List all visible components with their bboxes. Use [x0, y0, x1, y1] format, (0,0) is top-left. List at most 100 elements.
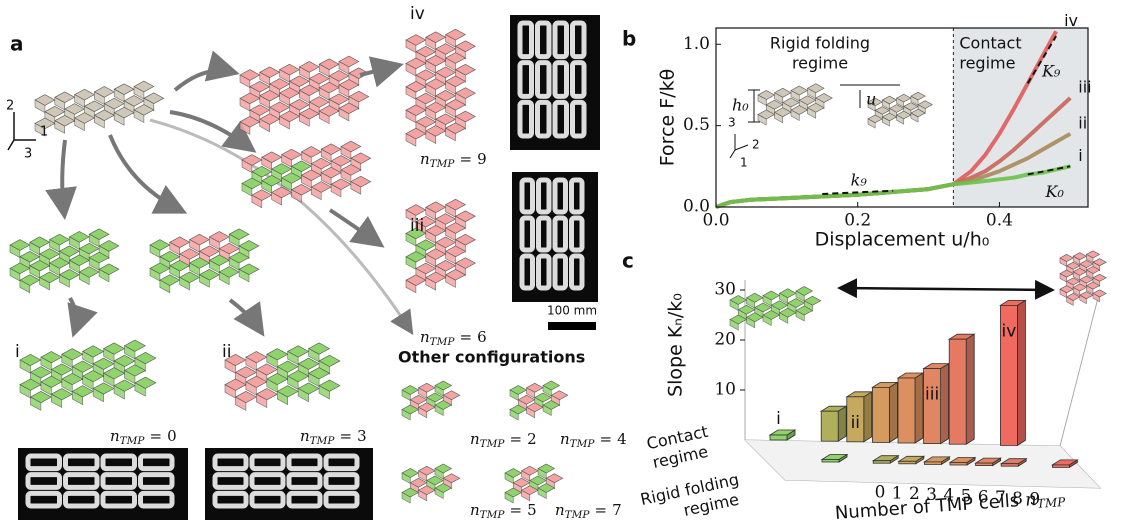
origami-cluster [10, 229, 119, 293]
config-roman: ii [222, 342, 231, 362]
arrow [360, 66, 396, 75]
annotation: u [866, 90, 876, 109]
axis-label: 2 [6, 99, 14, 114]
bar-label: ii [851, 413, 860, 433]
bar-label: i [776, 409, 781, 429]
bar-side [864, 392, 872, 442]
origami-cluster [505, 464, 563, 503]
n-relation: = [510, 430, 523, 448]
bar [949, 339, 966, 444]
n-subscript: TMP [430, 158, 456, 170]
origami-cluster [20, 340, 156, 410]
bar [770, 435, 787, 440]
origami-cluster [225, 343, 340, 410]
bar-side [941, 364, 949, 444]
range-arrow [842, 288, 1050, 290]
n-subscript: TMP [1036, 494, 1066, 510]
n-tmp-label: nTMP=7 [555, 501, 622, 521]
axis-triad [730, 134, 748, 158]
n-subscript: TMP [120, 435, 146, 447]
origami-cluster [240, 56, 369, 134]
n-tmp-label: nTMP=2 [470, 430, 537, 450]
region-label: Contact [959, 34, 1021, 53]
n-symbol: n [470, 430, 480, 448]
series-label: ii [1078, 113, 1087, 132]
n-relation: = [510, 501, 523, 519]
n-symbol: n [420, 328, 430, 346]
config-roman: i [15, 342, 20, 362]
n-tmp-label: nTMP=4 [560, 430, 627, 450]
region-label: Rigid folding [770, 34, 870, 53]
n-symbol: n [560, 430, 570, 448]
n-value: 0 [167, 427, 177, 445]
n-relation: = [150, 427, 163, 445]
n-relation: = [340, 427, 353, 445]
n-tmp-label: nTMP=3 [300, 427, 367, 447]
bar [924, 462, 941, 465]
annotation: k₉ [851, 170, 868, 189]
n-relation: = [460, 150, 473, 168]
bar-side [889, 382, 897, 442]
x-tick-label: 0.4 [986, 211, 1013, 231]
origami-cluster [150, 229, 259, 293]
y-axis-title: Force F/kθ [657, 69, 679, 166]
origami-cluster [406, 199, 475, 293]
origami-cluster [758, 84, 832, 125]
origami-cluster [402, 464, 460, 503]
axis-label: 2 [752, 138, 760, 152]
bar [1001, 464, 1018, 467]
panel-label: b [622, 27, 636, 51]
n-symbol: n [110, 427, 120, 445]
y-tick-label: 30 [714, 280, 736, 300]
bar [950, 463, 967, 466]
origami-cluster [35, 81, 164, 136]
n-symbol: n [420, 150, 430, 168]
figure: a213100 mminTMP=0iinTMP=3iiinTMP=6ivnTMP… [0, 0, 1129, 526]
arrow [175, 70, 232, 90]
n-subscript: TMP [310, 435, 336, 447]
origami-cluster [406, 29, 475, 146]
n-value: 6 [477, 328, 487, 346]
n-value: 2 [527, 430, 537, 448]
arrow [70, 298, 77, 330]
n-tmp-label: nTMP =6 [420, 328, 487, 348]
bar [976, 463, 993, 466]
n-subscript: TMP [430, 336, 456, 348]
y-axis-title: Slope Kₙ/k₀ [665, 293, 687, 397]
axis-label: 3 [24, 147, 32, 162]
axis-triad [8, 112, 36, 150]
n-subscript: TMP [570, 438, 596, 450]
n-value: 7 [612, 501, 622, 519]
bar-label: iii [925, 385, 939, 405]
x-tick-label: 0.2 [844, 211, 871, 231]
n-tmp-label: nTMP =0 [110, 427, 177, 447]
n-value: 3 [357, 427, 367, 445]
scale-bar-label: 100 mm [547, 304, 597, 318]
bar-side [915, 373, 923, 443]
n-relation: = [460, 328, 473, 346]
origami-cluster [402, 381, 460, 420]
bar-side [838, 406, 846, 441]
bar [899, 461, 916, 464]
bar [924, 369, 941, 444]
region-label: regime [792, 54, 848, 73]
arrow [62, 140, 65, 212]
n-value: 5 [527, 501, 537, 519]
origami-cluster [868, 92, 932, 128]
y-tick-label: 0.0 [683, 197, 710, 217]
bar [821, 411, 838, 441]
origami-cluster [510, 381, 568, 420]
n-relation: = [600, 430, 613, 448]
bar-side [1017, 300, 1025, 445]
region-label: regime [959, 54, 1015, 73]
panel-label: a [10, 32, 24, 56]
config-roman: iv [410, 4, 425, 24]
origami-cluster [242, 141, 371, 208]
y-tick-label: 20 [714, 330, 736, 350]
x-axis-title: Displacement u/h₀ [815, 229, 990, 251]
annotation: K₉ [1041, 61, 1061, 80]
n-subscript: TMP [565, 509, 591, 521]
bar [872, 387, 889, 442]
arrow [150, 120, 410, 330]
panel-label: c [622, 249, 634, 273]
